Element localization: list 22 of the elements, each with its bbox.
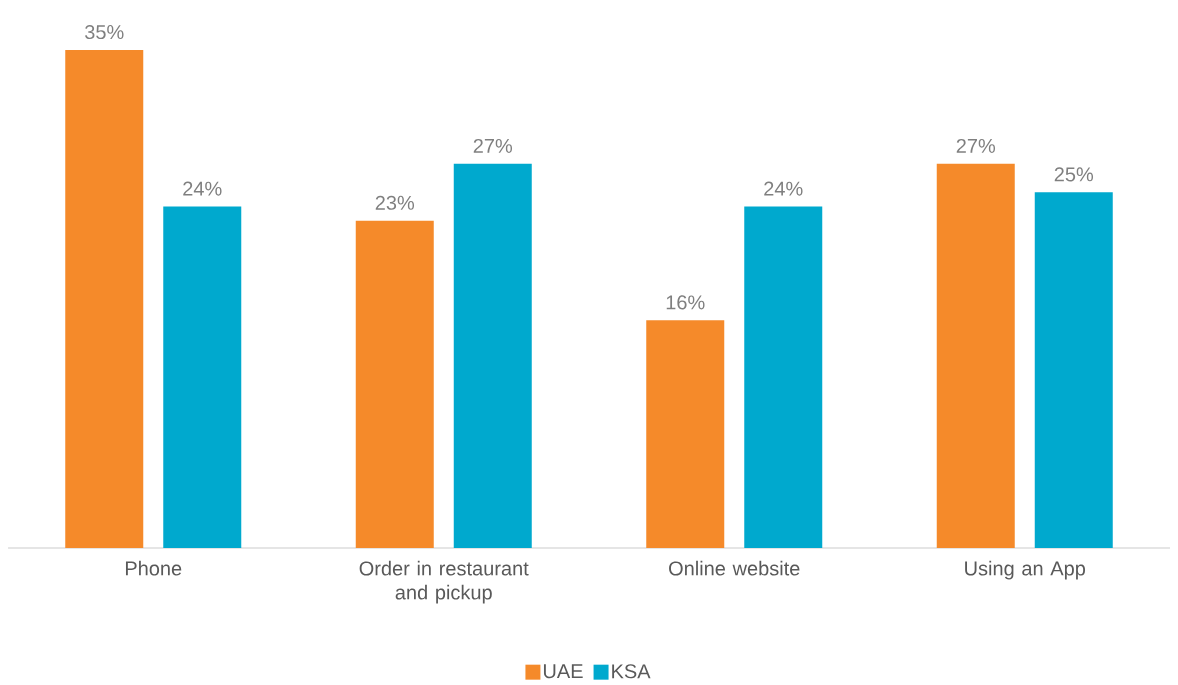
x-tick-label: Order in restaurant and pickup <box>359 560 529 604</box>
data-label: 24% <box>183 181 222 196</box>
data-label: 27% <box>956 138 996 153</box>
x-tick-label: Phone <box>125 560 182 576</box>
data-label: 27% <box>473 138 513 153</box>
bar <box>65 49 144 548</box>
bar <box>355 220 434 548</box>
bar <box>163 206 242 548</box>
bar <box>744 206 823 548</box>
x-tick-label: Online website <box>669 560 800 576</box>
data-label: 25% <box>1054 167 1094 182</box>
data-label: 24% <box>764 181 803 196</box>
legend-label: UAE <box>543 664 583 679</box>
legend-label: KSA <box>612 664 651 679</box>
bar <box>453 163 532 548</box>
data-label: 23% <box>375 195 415 210</box>
bar <box>1034 192 1113 548</box>
bar <box>646 320 725 548</box>
data-label: 35% <box>85 24 124 40</box>
data-label: 16% <box>666 295 705 310</box>
bar <box>936 163 1015 548</box>
x-tick-label: Using an App <box>965 560 1086 580</box>
